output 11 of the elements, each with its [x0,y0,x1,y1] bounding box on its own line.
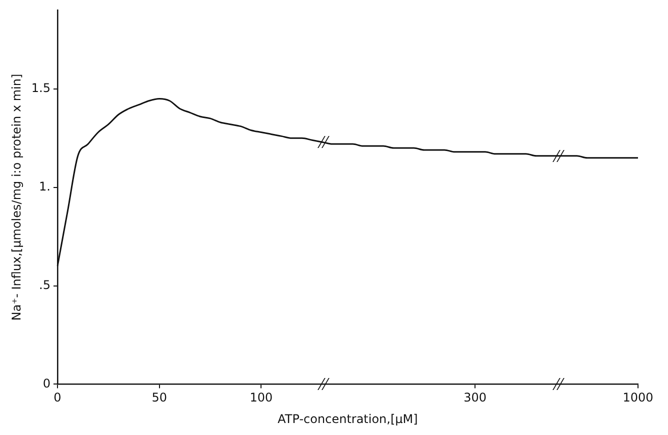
y-tick-label: .5 [39,278,50,292]
x-tick-label: 1000 [622,390,654,405]
x-tick-label: 50 [152,390,167,405]
y-axis-title: Na⁺- Influx,[µmoles/mg i:o protein x min] [9,74,24,321]
y-tick-label: 0 [42,376,50,390]
x-tick-label: 100 [250,390,273,405]
x-tick-label: 300 [464,390,486,405]
y-tick-label: 1.5 [31,81,50,96]
y-tick-label: 1. [39,179,50,194]
x-tick-label: 0 [54,390,62,405]
x-axis-title: ATP-concentration,[µM] [278,412,418,426]
